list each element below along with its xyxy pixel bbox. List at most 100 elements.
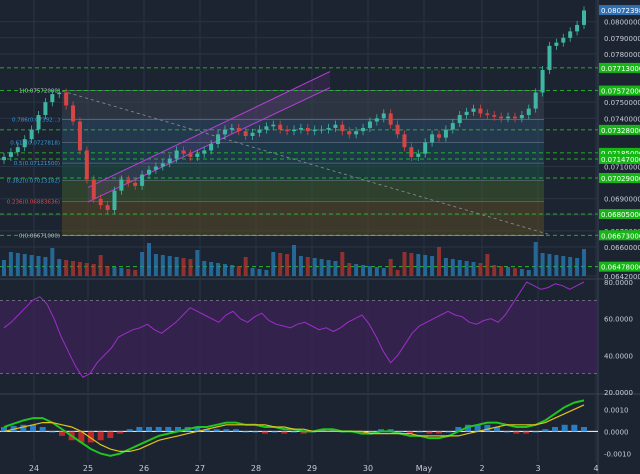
candle-body (119, 179, 124, 191)
volume-bar (292, 245, 296, 276)
volume-bar (229, 265, 234, 276)
candle-body (112, 190, 117, 211)
volume-bar (464, 261, 469, 276)
rsi-panel[interactable] (0, 281, 598, 378)
volume-bar (416, 254, 421, 276)
x-tick-label: 29 (307, 464, 317, 473)
volume-bar (15, 253, 20, 276)
candle-body (105, 205, 110, 211)
volume-bar (450, 259, 455, 276)
volume-bar (519, 269, 524, 276)
volume-bar (236, 266, 241, 276)
macd-histogram-bar (165, 427, 172, 432)
volume-bar (423, 255, 428, 276)
fib-band (62, 119, 544, 143)
volume-bar (181, 258, 186, 276)
candle-body (174, 150, 179, 159)
volume-bar (91, 264, 96, 276)
candle-body (36, 115, 41, 130)
macd-histogram-bar (387, 429, 394, 432)
macd-panel[interactable] (0, 399, 598, 457)
volume-bar (71, 261, 76, 276)
price-panel[interactable]: 1(0.07572000) 0.786(0.07392...) 0.618(0.07… (0, 6, 598, 276)
macd-histogram-bar (175, 427, 181, 432)
fib-label: 0.382(0.07013182) (7, 179, 60, 185)
trend-line-dashed (61, 90, 549, 235)
fib-label: 0(0.06671000) (19, 234, 60, 240)
x-tick-label: 24 (29, 464, 39, 473)
macd-histogram-bar (513, 431, 520, 434)
macd-histogram-bar (291, 431, 297, 433)
candle-body (430, 134, 435, 143)
macd-histogram-bar (262, 431, 268, 434)
volume-bar (305, 257, 310, 276)
current-price-bg (599, 5, 640, 16)
candle-body (492, 115, 497, 117)
candle-body (485, 113, 490, 116)
volume-bar (457, 260, 462, 276)
channel-line-upper (87, 71, 331, 188)
x-tick-label: 27 (195, 464, 205, 473)
volume-bar (326, 260, 331, 276)
volume-bar (568, 257, 573, 276)
rsi-tick-label: 40.0000 (604, 352, 633, 360)
level-label: 0.06805000 (601, 211, 640, 219)
macd-histogram-bar (59, 431, 65, 436)
macd-histogram-bar (146, 427, 152, 432)
macd-histogram-bar (252, 431, 259, 433)
candle-body (416, 153, 421, 157)
macd-histogram-bar (436, 431, 442, 434)
macd-histogram-bar (368, 431, 375, 433)
volume-bar (506, 267, 511, 276)
candle-body (423, 142, 428, 154)
candle-body (22, 139, 27, 148)
x-tick-label: 4 (593, 464, 598, 473)
candle-body (340, 124, 345, 132)
volume-bar (243, 257, 248, 276)
fib-label: 0.786(0.07392...) (12, 118, 60, 124)
candle-body (285, 129, 290, 132)
macd-histogram-bar (271, 431, 278, 433)
candle-body (209, 144, 214, 151)
candle-body (402, 134, 407, 148)
level-label: 0.07713000 (601, 65, 640, 73)
macd-histogram-bar (542, 429, 549, 432)
macd-histogram-bar (88, 431, 94, 443)
candle-body (575, 24, 580, 32)
candle-body (257, 129, 262, 133)
fib-label: 0.5(0.07121500) (14, 161, 60, 167)
fib-label: 0.236(0.06883636) (7, 199, 60, 205)
volume-bar (112, 267, 117, 276)
candle-body (554, 42, 559, 46)
candle-body (512, 116, 517, 119)
fib-band (62, 180, 544, 202)
volume-bar (271, 252, 276, 276)
volume-bar (160, 255, 165, 276)
volume-bar (174, 257, 179, 276)
macd-histogram-bar (484, 424, 491, 432)
candle-body (540, 69, 545, 93)
candle-body (91, 179, 96, 199)
volume-bar (340, 252, 345, 276)
volume-bar (216, 263, 221, 276)
candle-body (64, 92, 69, 106)
volume-bar (575, 258, 580, 276)
macd-histogram-bar (329, 429, 336, 432)
candle-body (84, 150, 89, 180)
candle-body (361, 127, 366, 132)
macd-histogram-bar (561, 424, 568, 432)
volume-bar (347, 263, 352, 276)
candle-body (216, 134, 221, 145)
candle-body (167, 158, 172, 164)
macd-histogram-bar (30, 424, 36, 432)
candle-body (499, 116, 504, 119)
volume-bar (36, 256, 41, 276)
candle-body (77, 121, 82, 151)
x-tick-label: 2 (479, 464, 484, 473)
candle-body (457, 115, 462, 124)
volume-bar (374, 267, 379, 276)
